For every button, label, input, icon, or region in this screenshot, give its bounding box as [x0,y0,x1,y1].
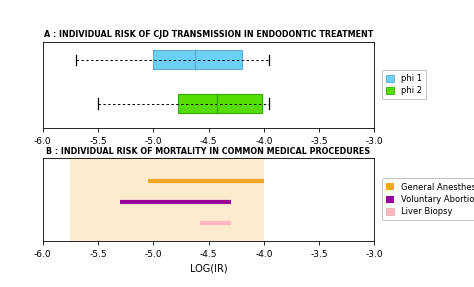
Title: A : INDIVIDUAL RISK OF CJD TRANSMISSION IN ENDODONTIC TREATMENT: A : INDIVIDUAL RISK OF CJD TRANSMISSION … [44,30,373,39]
Bar [153,50,242,69]
Title: B : INDIVIDUAL RISK OF MORTALITY IN COMMON MEDICAL PROCEDURES: B : INDIVIDUAL RISK OF MORTALITY IN COMM… [46,147,371,156]
Legend: phi 1, phi 2: phi 1, phi 2 [382,70,426,100]
Bar [178,94,262,113]
Legend: General Anesthesia, Voluntary Abortion, Liver Biopsy: General Anesthesia, Voluntary Abortion, … [382,179,474,220]
Bar [70,158,264,241]
X-axis label: LOG(IR): LOG(IR) [190,263,228,273]
